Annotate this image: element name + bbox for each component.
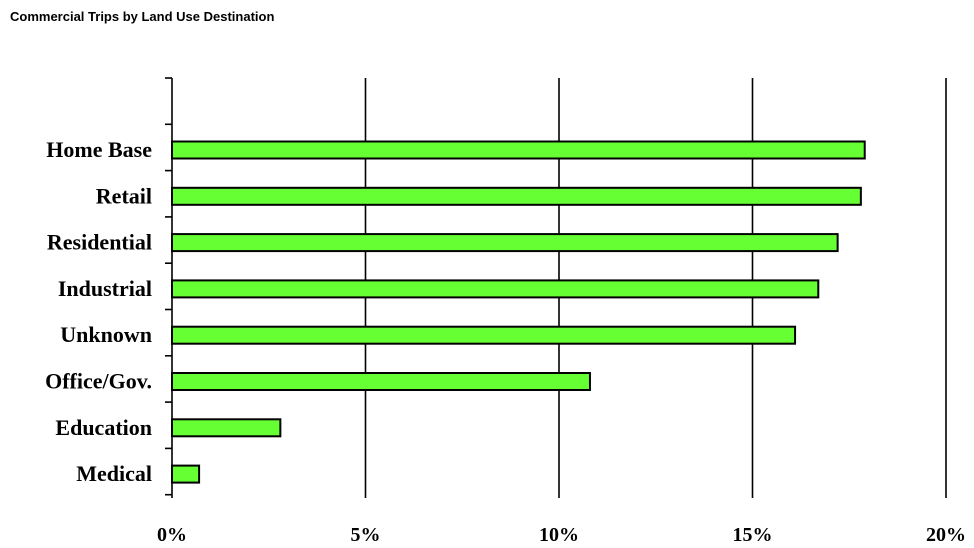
bar [171,140,866,160]
x-tick-label: 0% [157,524,187,546]
tick-labels: 0% 5% 10% 15% 20% [157,524,966,546]
category-label: Office/Gov. [45,369,152,394]
bar [171,186,862,206]
category-label: Education [55,415,152,440]
bar [171,464,201,484]
x-tick-label: 20% [926,524,966,546]
category-label: Unknown [60,322,152,347]
bar [171,325,797,345]
x-tick-label: 15% [733,524,773,546]
x-tick-label: 10% [539,524,579,546]
category-label: Retail [96,183,152,208]
axis [165,77,173,498]
category-label: Home Base [46,137,152,162]
bar [171,233,839,253]
x-tick-label: 5% [351,524,381,546]
bars [171,140,866,484]
category-labels: Home Base Retail Residential Industrial Unkn… [45,137,152,486]
bar [171,372,591,391]
category-label: Medical [76,461,152,486]
bar [171,279,820,299]
chart-title: Commercial Trips by Land Use Destination [10,9,275,24]
category-label: Residential [47,230,152,255]
category-label: Industrial [58,276,152,301]
bar [171,418,282,438]
